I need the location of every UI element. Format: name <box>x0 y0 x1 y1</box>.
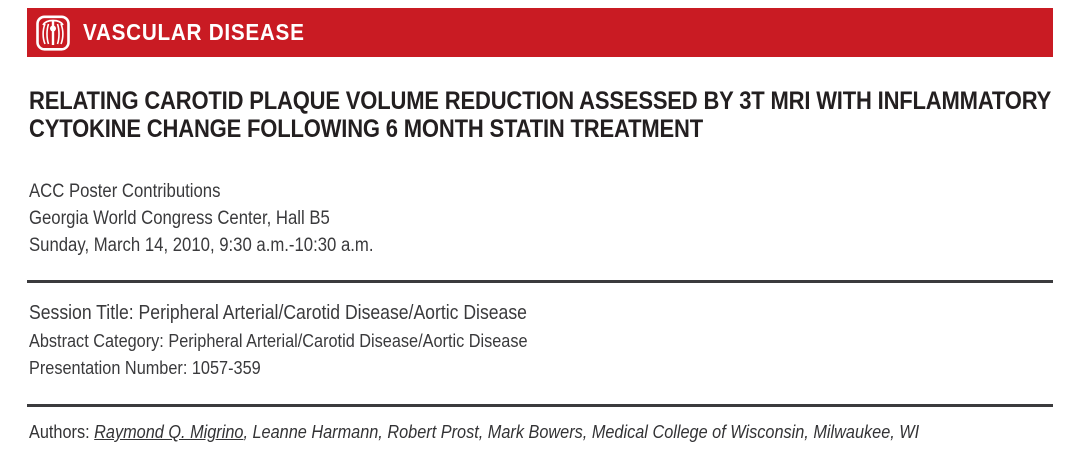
abstract-title: RELATING CAROTID PLAQUE VOLUME REDUCTION… <box>29 87 1051 143</box>
presentation-number: Presentation Number: 1057-359 <box>29 357 261 378</box>
authors-label: Authors: <box>29 421 95 442</box>
first-author-link[interactable]: Raymond Q. Migrino <box>94 421 244 442</box>
category-banner: VASCULAR DISEASE <box>27 8 1053 57</box>
event-meta: ACC Poster Contributions Georgia World C… <box>29 178 374 259</box>
abstract-title-line2: CYTOKINE CHANGE FOLLOWING 6 MONTH STATIN… <box>29 115 703 143</box>
event-series: ACC Poster Contributions <box>29 181 221 202</box>
divider-bottom <box>27 404 1053 407</box>
abstract-category: Abstract Category: Peripheral Arterial/C… <box>29 330 528 351</box>
session-info: Session Title: Peripheral Arterial/Carot… <box>29 300 528 381</box>
authors-line: Authors: Raymond Q. Migrino, Leanne Harm… <box>29 420 919 444</box>
abstract-title-line1: RELATING CAROTID PLAQUE VOLUME REDUCTION… <box>29 87 1052 115</box>
session-title: Session Title: Peripheral Arterial/Carot… <box>29 302 527 324</box>
vascular-icon <box>36 14 70 51</box>
event-datetime: Sunday, March 14, 2010, 9:30 a.m.-10:30 … <box>29 235 374 256</box>
divider-top <box>27 280 1053 283</box>
coauthors-text: , Leanne Harmann, Robert Prost, Mark Bow… <box>243 421 920 442</box>
category-banner-label: VASCULAR DISEASE <box>83 19 305 45</box>
event-location: Georgia World Congress Center, Hall B5 <box>29 208 330 229</box>
